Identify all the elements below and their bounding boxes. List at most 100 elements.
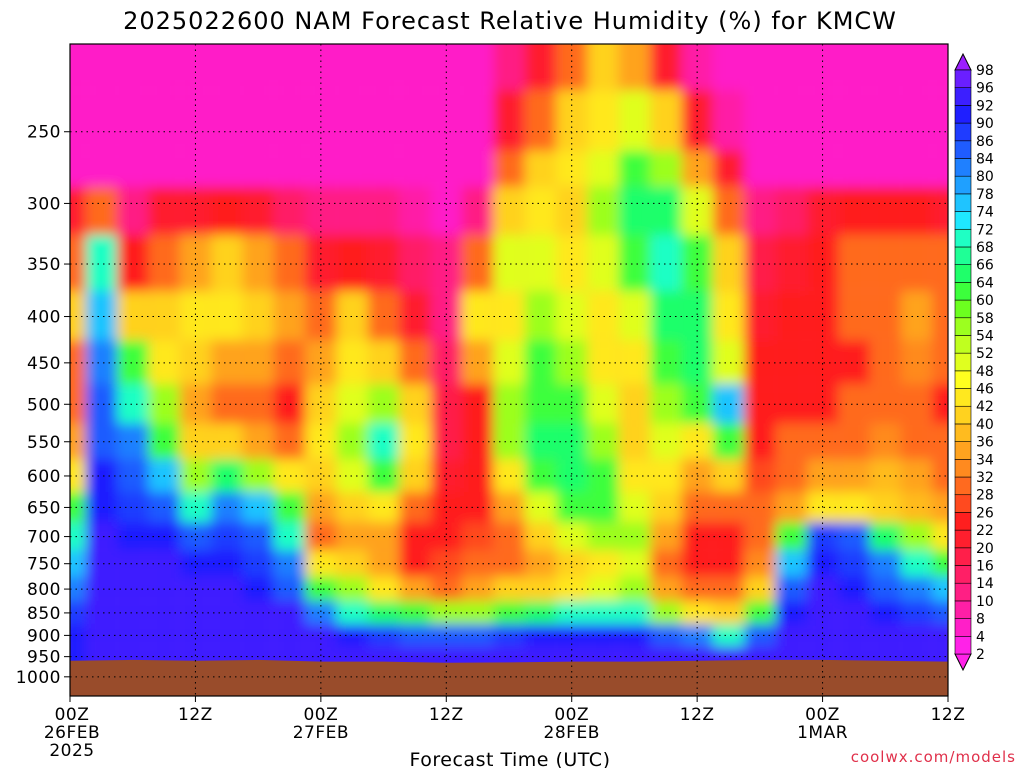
colorbar-label: 10 bbox=[976, 594, 994, 610]
plot-frame bbox=[69, 43, 949, 697]
rh-cell bbox=[587, 459, 619, 493]
rh-cell bbox=[838, 459, 870, 493]
rh-cell bbox=[524, 423, 557, 460]
chart-title: 2025022600 NAM Forecast Relative Humidit… bbox=[123, 7, 897, 35]
rh-cell bbox=[211, 576, 243, 602]
rh-cell bbox=[336, 186, 368, 235]
colorbar-swatch bbox=[954, 423, 972, 442]
rh-cell bbox=[336, 522, 368, 551]
rh-cell bbox=[932, 90, 948, 151]
rh-cell bbox=[211, 186, 243, 235]
rh-cell bbox=[838, 601, 870, 625]
rh-cell bbox=[336, 459, 368, 493]
rh-cell bbox=[587, 291, 619, 341]
colorbar-label: 60 bbox=[976, 293, 994, 309]
colorbar-swatch bbox=[954, 193, 972, 212]
rh-cell bbox=[85, 423, 118, 460]
rh-cell bbox=[273, 90, 306, 151]
colorbar-swatch bbox=[954, 441, 972, 460]
rh-cell bbox=[336, 601, 368, 625]
rh-cell bbox=[524, 550, 557, 577]
rh-cell bbox=[712, 234, 745, 292]
rh-cell bbox=[85, 459, 118, 493]
x-tick-label: 00Z bbox=[554, 705, 589, 725]
rh-cell bbox=[869, 186, 901, 235]
colorbar-label: 36 bbox=[976, 435, 994, 451]
colorbar-label: 46 bbox=[976, 382, 994, 398]
rh-cell bbox=[806, 522, 839, 551]
rh-cell bbox=[305, 150, 337, 187]
rh-cell bbox=[179, 384, 212, 424]
rh-cell bbox=[273, 601, 306, 625]
rh-cell bbox=[399, 384, 431, 424]
rh-cell bbox=[336, 291, 368, 341]
rh-cell bbox=[838, 291, 870, 341]
rh-cell bbox=[273, 624, 306, 647]
rh-cell bbox=[148, 44, 180, 91]
rh-cell bbox=[117, 423, 149, 460]
rh-cell bbox=[242, 186, 274, 235]
rh-cell bbox=[211, 522, 243, 551]
rh-cell bbox=[900, 90, 933, 151]
rh-cell bbox=[273, 384, 306, 424]
rh-cell bbox=[838, 186, 870, 235]
rh-cell bbox=[336, 423, 368, 460]
rh-cell bbox=[900, 624, 933, 647]
rh-cell bbox=[650, 492, 682, 523]
rh-cell bbox=[900, 384, 933, 424]
rh-cell bbox=[399, 291, 431, 341]
rh-cell bbox=[744, 550, 776, 577]
rh-cell bbox=[650, 291, 682, 341]
rh-cell bbox=[336, 90, 368, 151]
colorbar-swatch bbox=[954, 87, 972, 106]
rh-cell bbox=[273, 492, 306, 523]
rh-cell bbox=[179, 624, 212, 647]
rh-cell bbox=[273, 44, 306, 91]
rh-cell bbox=[712, 459, 745, 493]
rh-cell bbox=[712, 522, 745, 551]
rh-cell bbox=[838, 423, 870, 460]
rh-cell bbox=[775, 291, 807, 341]
rh-cell bbox=[900, 150, 933, 187]
rh-cell bbox=[211, 624, 243, 647]
colorbar-swatch bbox=[954, 282, 972, 301]
rh-cell bbox=[242, 340, 274, 385]
rh-cell bbox=[461, 150, 494, 187]
rh-cell bbox=[775, 150, 807, 187]
colorbar-swatch bbox=[954, 459, 972, 478]
rh-cell bbox=[900, 423, 933, 460]
rh-cell bbox=[838, 576, 870, 602]
y-tick-label: 300 bbox=[27, 194, 61, 214]
rh-cell bbox=[148, 150, 180, 187]
rh-cell bbox=[838, 522, 870, 551]
rh-cell bbox=[461, 90, 494, 151]
rh-cell bbox=[70, 576, 86, 602]
rh-cell bbox=[430, 624, 462, 647]
y-axis: 2503003504004505005506006507007508008509… bbox=[16, 123, 70, 688]
rh-cell bbox=[587, 601, 619, 625]
rh-cell bbox=[211, 459, 243, 493]
rh-cell bbox=[399, 601, 431, 625]
rh-cell bbox=[524, 186, 557, 235]
rh-cell bbox=[367, 340, 400, 385]
rh-cell bbox=[117, 44, 149, 91]
rh-cell bbox=[85, 44, 118, 91]
rh-cell bbox=[336, 384, 368, 424]
rh-cell bbox=[744, 459, 776, 493]
rh-cell bbox=[712, 44, 745, 91]
rh-cell bbox=[273, 459, 306, 493]
rh-cell bbox=[493, 423, 525, 460]
rh-cell bbox=[900, 186, 933, 235]
rh-cell bbox=[744, 291, 776, 341]
colorbar-swatch bbox=[954, 370, 972, 389]
x-tick-label: 27FEB bbox=[293, 723, 349, 743]
rh-cell bbox=[712, 186, 745, 235]
rh-cell bbox=[493, 186, 525, 235]
rh-cell bbox=[650, 522, 682, 551]
colorbar-label: 4 bbox=[976, 629, 985, 645]
rh-cell bbox=[85, 384, 118, 424]
rh-cell bbox=[712, 150, 745, 187]
rh-cell bbox=[430, 459, 462, 493]
rh-cell bbox=[681, 291, 713, 341]
